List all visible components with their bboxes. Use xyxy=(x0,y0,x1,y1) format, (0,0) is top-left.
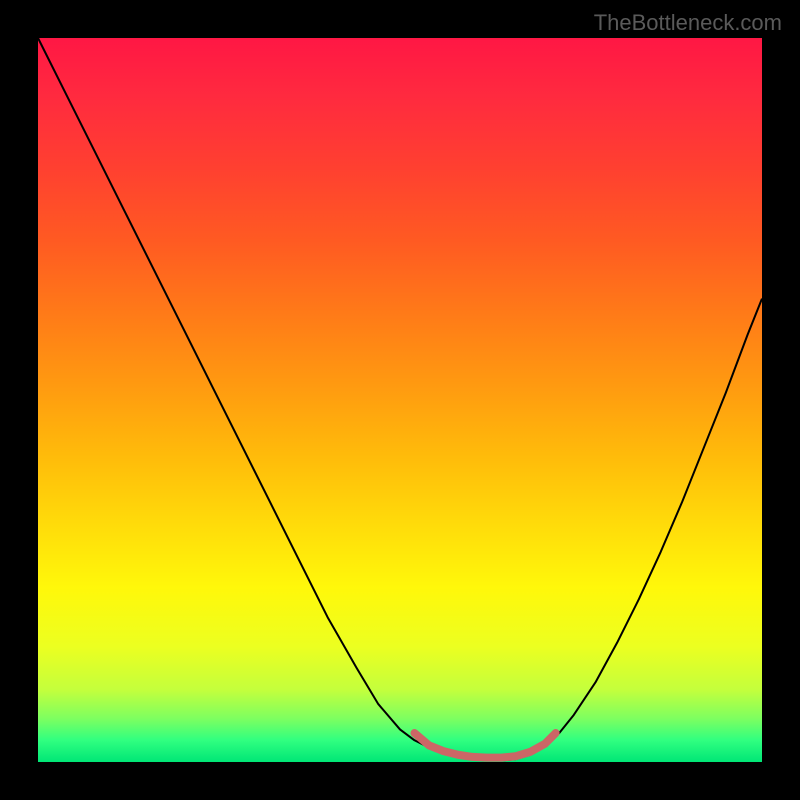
watermark-text: TheBottleneck.com xyxy=(594,10,782,36)
plot-background xyxy=(38,38,762,762)
chart-container: TheBottleneck.com xyxy=(0,0,800,800)
bottleneck-chart xyxy=(0,0,800,800)
